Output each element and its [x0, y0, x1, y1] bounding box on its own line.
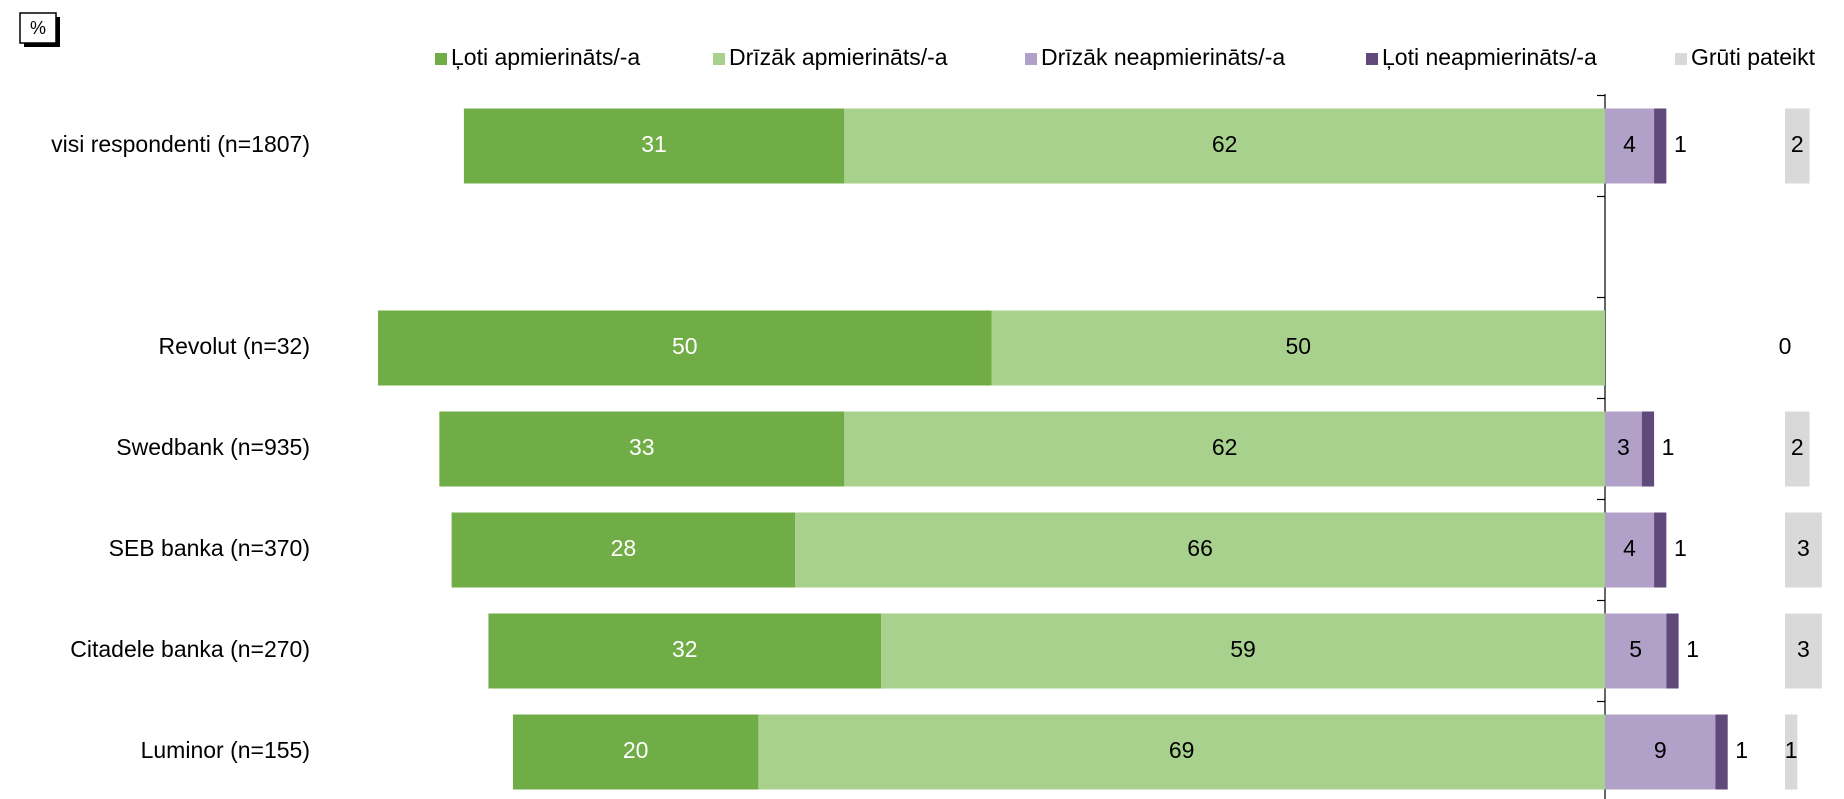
category-label: Swedbank (n=935) — [116, 434, 310, 460]
bar — [1785, 108, 1810, 184]
unit-box — [19, 12, 57, 44]
bar — [1605, 411, 1642, 487]
bar — [378, 310, 992, 386]
legend-label: Ļoti neapmierināts/-a — [1382, 44, 1597, 70]
value-label: 1 — [1735, 737, 1748, 763]
category-label: Luminor (n=155) — [141, 737, 310, 763]
value-label: 3 — [1797, 636, 1810, 662]
value-label: 1 — [1785, 737, 1798, 763]
bar — [1785, 613, 1822, 689]
bar — [512, 714, 759, 790]
value-label: 0 — [1779, 333, 1792, 359]
legend-label: Grūti pateikt — [1691, 44, 1816, 70]
bar — [1641, 411, 1655, 487]
value-label: 62 — [1212, 434, 1238, 460]
bar — [451, 512, 796, 588]
bar — [1605, 714, 1716, 790]
value-label: 1 — [1686, 636, 1699, 662]
bar — [1605, 108, 1655, 184]
legend-swatch — [435, 53, 447, 65]
value-label: 1 — [1674, 131, 1687, 157]
value-label: 4 — [1623, 131, 1636, 157]
bar — [881, 613, 1605, 689]
bar — [1666, 613, 1679, 689]
bar — [795, 512, 1605, 588]
bar — [758, 714, 1605, 790]
value-label: 28 — [611, 535, 637, 561]
value-label: 50 — [672, 333, 698, 359]
bar — [1654, 108, 1667, 184]
value-label: 20 — [623, 737, 649, 763]
value-label: 2 — [1791, 131, 1804, 157]
bar — [991, 310, 1605, 386]
value-label: 4 — [1623, 535, 1636, 561]
bar — [1605, 613, 1667, 689]
value-label: 2 — [1791, 434, 1804, 460]
bar — [488, 613, 882, 689]
bar — [1605, 512, 1655, 588]
category-label: Citadele banka (n=270) — [70, 636, 310, 662]
value-label: 33 — [629, 434, 655, 460]
value-label: 5 — [1629, 636, 1642, 662]
bar — [439, 411, 845, 487]
legend-swatch — [1366, 53, 1378, 65]
category-label: visi respondenti (n=1807) — [51, 131, 310, 157]
bar — [844, 108, 1605, 184]
legend-swatch — [1025, 53, 1037, 65]
bar — [844, 411, 1605, 487]
value-label: 69 — [1169, 737, 1195, 763]
unit-label: % — [30, 18, 46, 38]
value-label: 3 — [1797, 535, 1810, 561]
value-label: 62 — [1212, 131, 1238, 157]
legend-label: Drīzāk neapmierināts/-a — [1041, 44, 1285, 70]
bar — [463, 108, 845, 184]
value-label: 1 — [1662, 434, 1675, 460]
value-label: 50 — [1285, 333, 1311, 359]
value-label: 3 — [1617, 434, 1630, 460]
legend-swatch — [713, 53, 725, 65]
value-label: 59 — [1230, 636, 1256, 662]
legend-swatch — [1675, 53, 1687, 65]
bar — [1715, 714, 1728, 790]
bar — [1654, 512, 1667, 588]
bar — [1785, 512, 1822, 588]
legend-label: Ļoti apmierināts/-a — [451, 44, 640, 70]
value-label: 1 — [1674, 535, 1687, 561]
category-label: SEB banka (n=370) — [109, 535, 310, 561]
value-label: 9 — [1654, 737, 1667, 763]
value-label: 32 — [672, 636, 698, 662]
category-label: Revolut (n=32) — [159, 333, 311, 359]
value-label: 31 — [641, 131, 667, 157]
value-label: 66 — [1187, 535, 1213, 561]
bar — [1785, 411, 1810, 487]
bar — [1785, 714, 1798, 790]
legend-label: Drīzāk apmierināts/-a — [729, 44, 948, 70]
